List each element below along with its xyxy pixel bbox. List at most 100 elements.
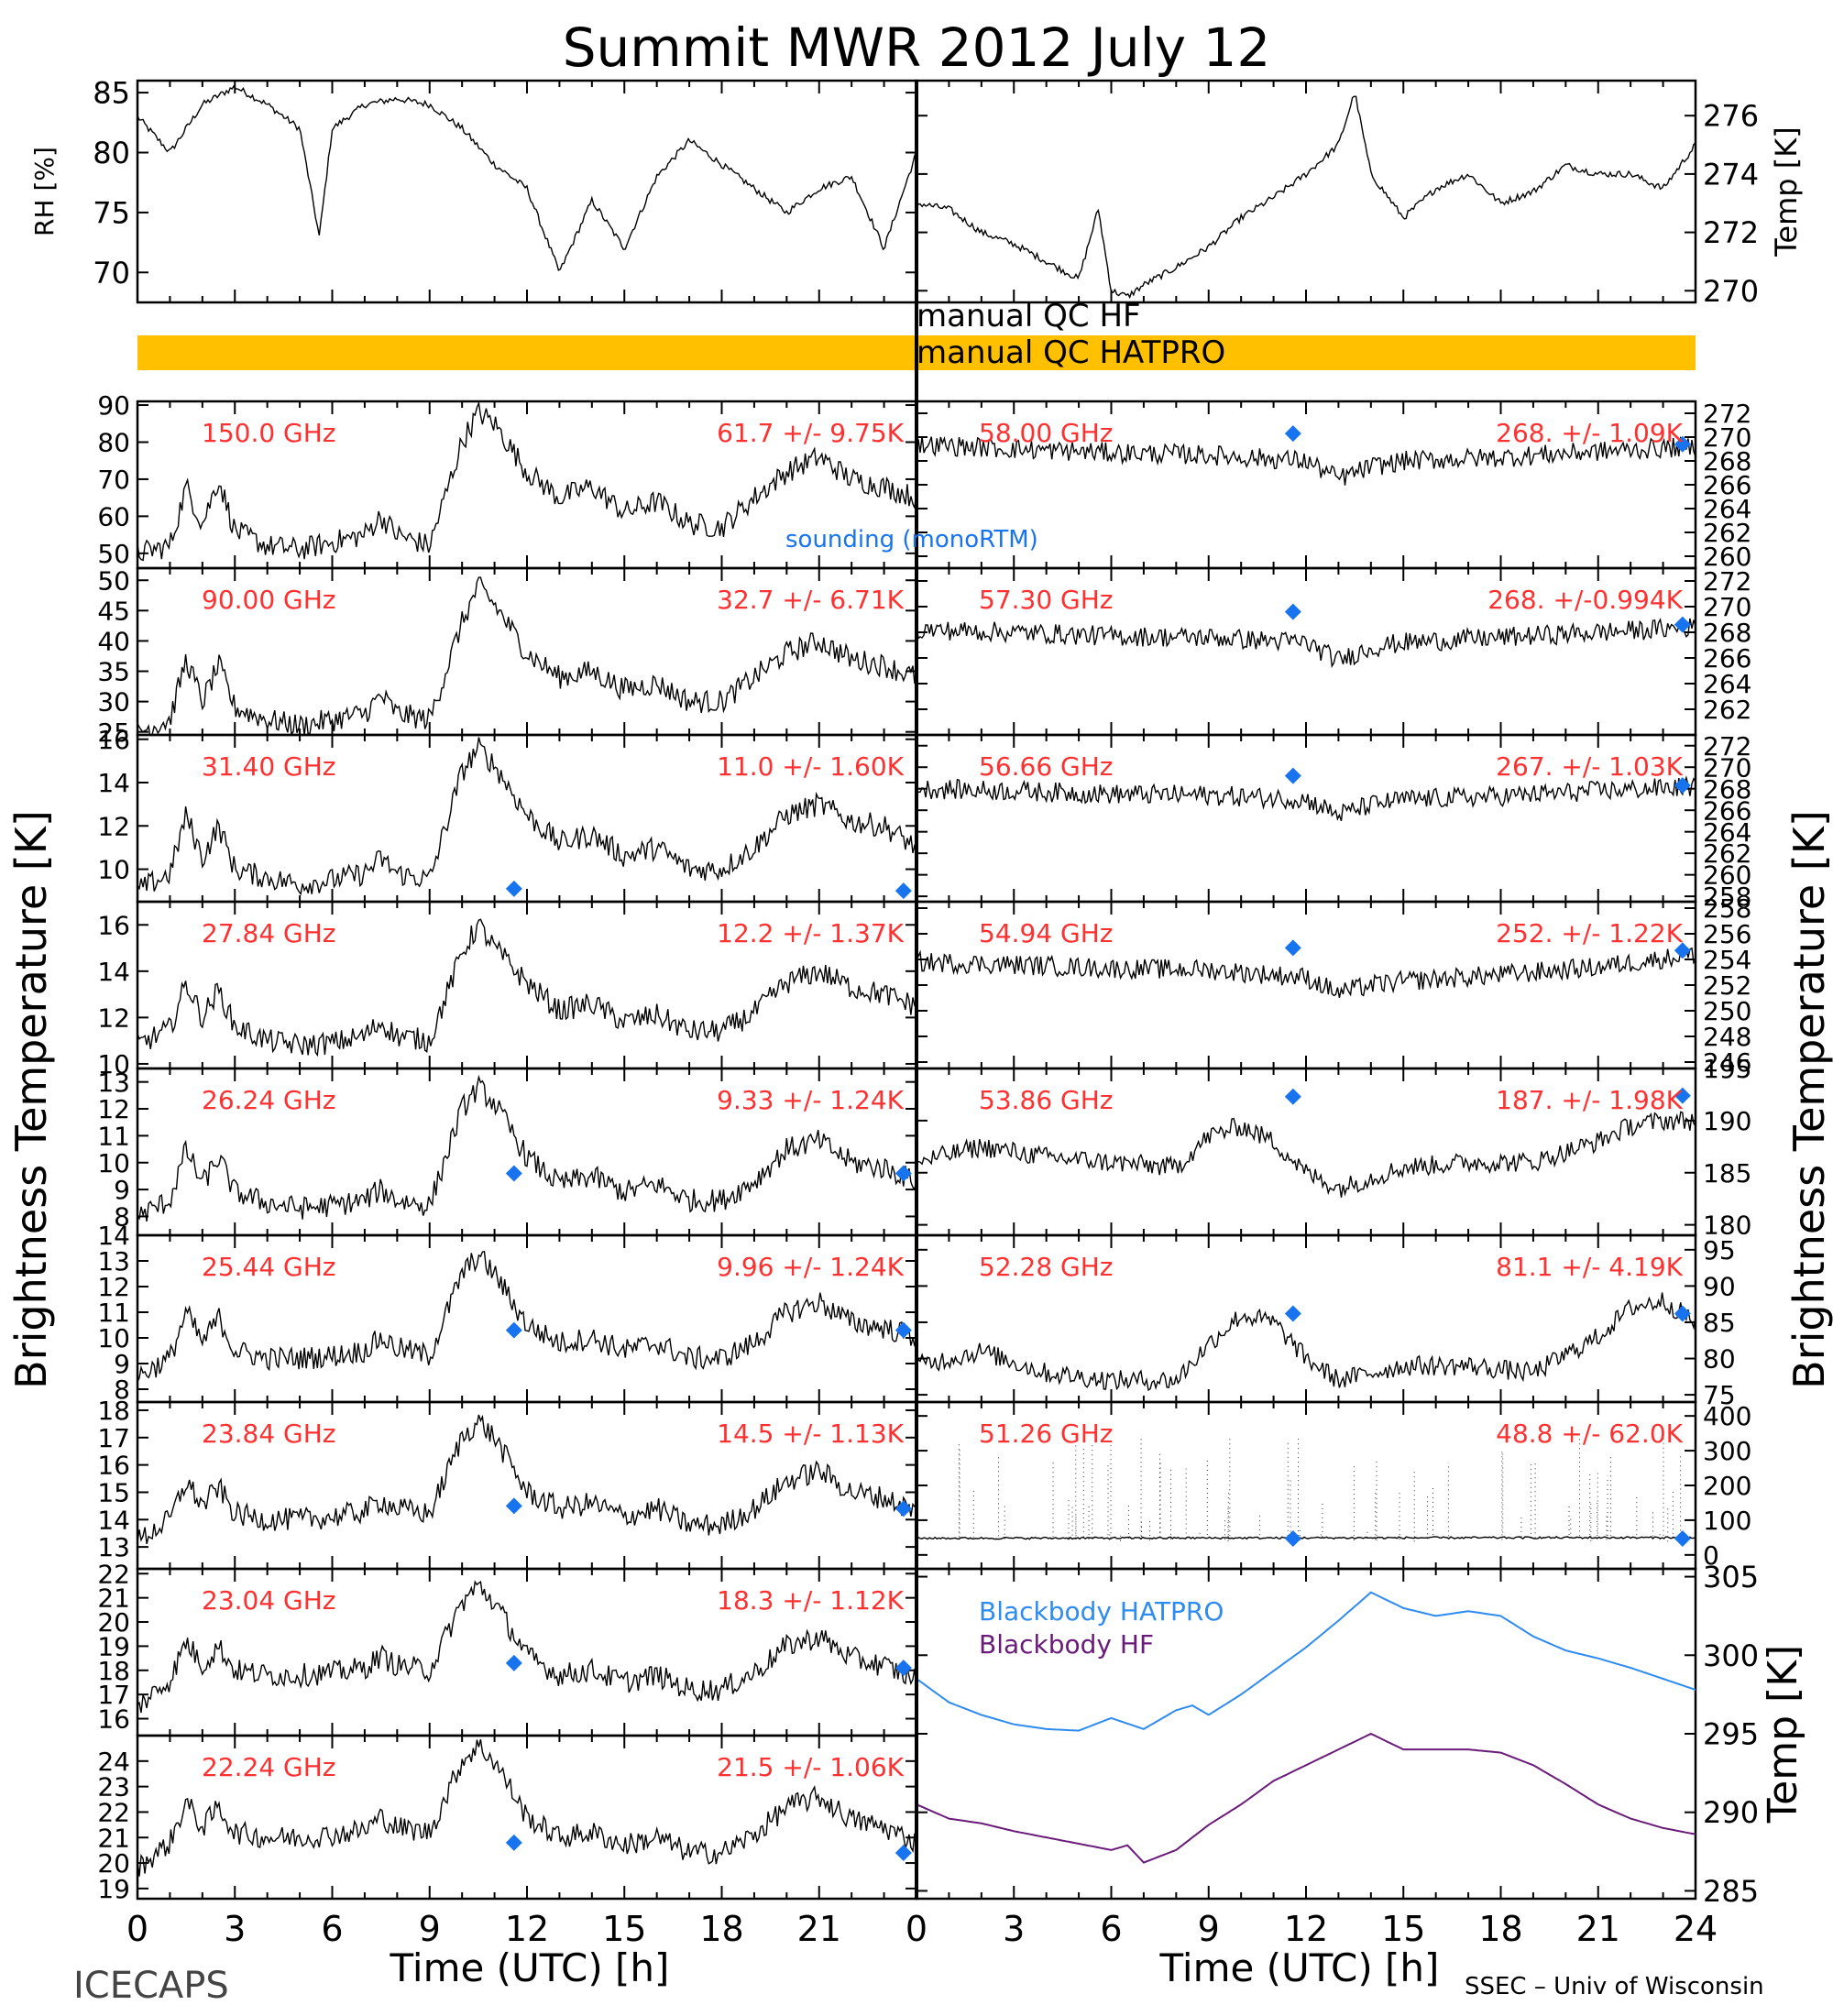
sounding-marker (1674, 777, 1691, 794)
y-tick-label: 305 (1703, 1560, 1759, 1594)
y-tick-label: 272 (1703, 399, 1751, 429)
y-tick-label: 185 (1703, 1158, 1751, 1189)
y-tick-label: 264 (1703, 494, 1751, 524)
y-tick-label: 13 (97, 1246, 130, 1276)
series-line (137, 401, 916, 562)
freq-label: 31.40 GHz (202, 751, 336, 782)
plot-area (916, 95, 1696, 300)
y-tick-label: 85 (93, 76, 130, 111)
freq-label: 90.00 GHz (202, 585, 336, 615)
series-line (137, 1250, 916, 1383)
y-tick-label: 268 (1703, 618, 1751, 648)
y-tick-label: 300 (1703, 1638, 1759, 1673)
qc-hatpro-label: manual QC HATPRO (916, 334, 1225, 371)
x-tick-label: 21 (797, 1909, 841, 1949)
series-line (137, 918, 916, 1057)
stats-label: 9.96 +/- 1.24K (717, 1252, 904, 1282)
plot-area (916, 618, 1696, 669)
x-tick-label: 15 (602, 1909, 646, 1949)
stats-label: 252. +/- 1.22K (1496, 918, 1683, 948)
y-tick-label: 18 (97, 1656, 130, 1686)
stats-label: 32.7 +/- 6.71K (717, 585, 904, 615)
series-line (137, 1739, 916, 1877)
y-tick-label: 262 (1703, 838, 1751, 869)
y-tick-label: 274 (1703, 157, 1759, 192)
y-tick-label: 8 (114, 1202, 130, 1233)
qc-hf-label: manual QC HF (916, 298, 1141, 334)
y-tick-label: 8 (114, 1375, 130, 1405)
freq-label: 53.86 GHz (979, 1085, 1114, 1115)
x-tick-label: 24 (1674, 1909, 1718, 1949)
y-tick-label: 75 (93, 195, 130, 230)
sounding-marker (895, 1660, 912, 1677)
sounding-marker (895, 1844, 912, 1861)
y-tick-label: 262 (1703, 695, 1751, 725)
panel-y-label: Temp [K] (1769, 126, 1804, 257)
x-tick-label: 9 (1198, 1909, 1220, 1949)
stats-label: 11.0 +/- 1.60K (717, 751, 904, 782)
x-tick-label: 15 (1381, 1909, 1425, 1949)
sounding-marker (895, 882, 912, 900)
sounding-marker (895, 1321, 912, 1339)
series-line (137, 737, 916, 896)
sounding-marker (505, 1834, 522, 1851)
y-tick-label: 30 (97, 687, 130, 718)
y-tick-label: 25 (97, 718, 130, 748)
footer-left: ICECAPS (73, 1965, 229, 2007)
series-line (137, 1414, 916, 1544)
sounding-marker (1284, 939, 1301, 957)
y-tick-label: 258 (1703, 893, 1751, 924)
y-tick-label: 14 (97, 1505, 130, 1535)
y-tick-label: 195 (1703, 1054, 1751, 1084)
x-tick-label: 0 (126, 1909, 148, 1949)
y-tick-label: 0 (1703, 1540, 1719, 1571)
y-tick-label: 22 (97, 1559, 130, 1589)
y-tick-label: 16 (97, 1451, 130, 1481)
plot-area (137, 1074, 916, 1222)
y-tick-label: 285 (1703, 1874, 1759, 1909)
sounding-marker (1284, 767, 1301, 784)
left-axis-label: Brightness Temperature [K] (6, 810, 56, 1389)
panel-temp: 270 272 274 276 Temp [K] (915, 79, 1804, 309)
y-tick-label: 270 (1703, 422, 1751, 453)
y-tick-label: 12 (97, 1003, 130, 1033)
y-tick-label: 75 (1703, 1380, 1736, 1410)
y-tick-label: 15 (97, 1478, 130, 1508)
y-tick-label: 246 (1703, 1047, 1751, 1078)
y-tick-label: 12 (97, 1272, 130, 1302)
y-tick-label: 80 (1703, 1344, 1736, 1375)
freq-label: 25.44 GHz (202, 1252, 336, 1282)
series-line (916, 618, 1696, 669)
y-tick-label: 268 (1703, 774, 1751, 805)
sounding-marker (1284, 1088, 1301, 1105)
y-tick-label: 266 (1703, 795, 1751, 826)
y-tick-label: 80 (93, 136, 130, 170)
y-tick-label: 256 (1703, 919, 1751, 949)
plot-area (137, 737, 916, 896)
y-tick-label: 252 (1703, 970, 1751, 1001)
y-tick-label: 50 (97, 565, 130, 596)
y-tick-label: 50 (97, 539, 130, 569)
x-tick-label: 3 (1003, 1909, 1025, 1949)
series-line (916, 436, 1696, 486)
plot-area (916, 1435, 1696, 1542)
y-tick-label: 248 (1703, 1022, 1751, 1052)
freq-label: 22.24 GHz (202, 1752, 336, 1782)
sounding-marker (1674, 1530, 1691, 1548)
x-tick-label: 0 (906, 1909, 927, 1949)
y-tick-label: 270 (1703, 274, 1759, 309)
freq-label: 51.26 GHz (979, 1419, 1114, 1449)
y-tick-label: 264 (1703, 817, 1751, 848)
y-tick-label: 260 (1703, 860, 1751, 891)
y-tick-label: 20 (97, 1848, 130, 1879)
sounding-marker (895, 1500, 912, 1517)
freq-label: 57.30 GHz (979, 585, 1114, 615)
sounding-marker (1674, 942, 1691, 959)
y-tick-label: 268 (1703, 446, 1751, 477)
